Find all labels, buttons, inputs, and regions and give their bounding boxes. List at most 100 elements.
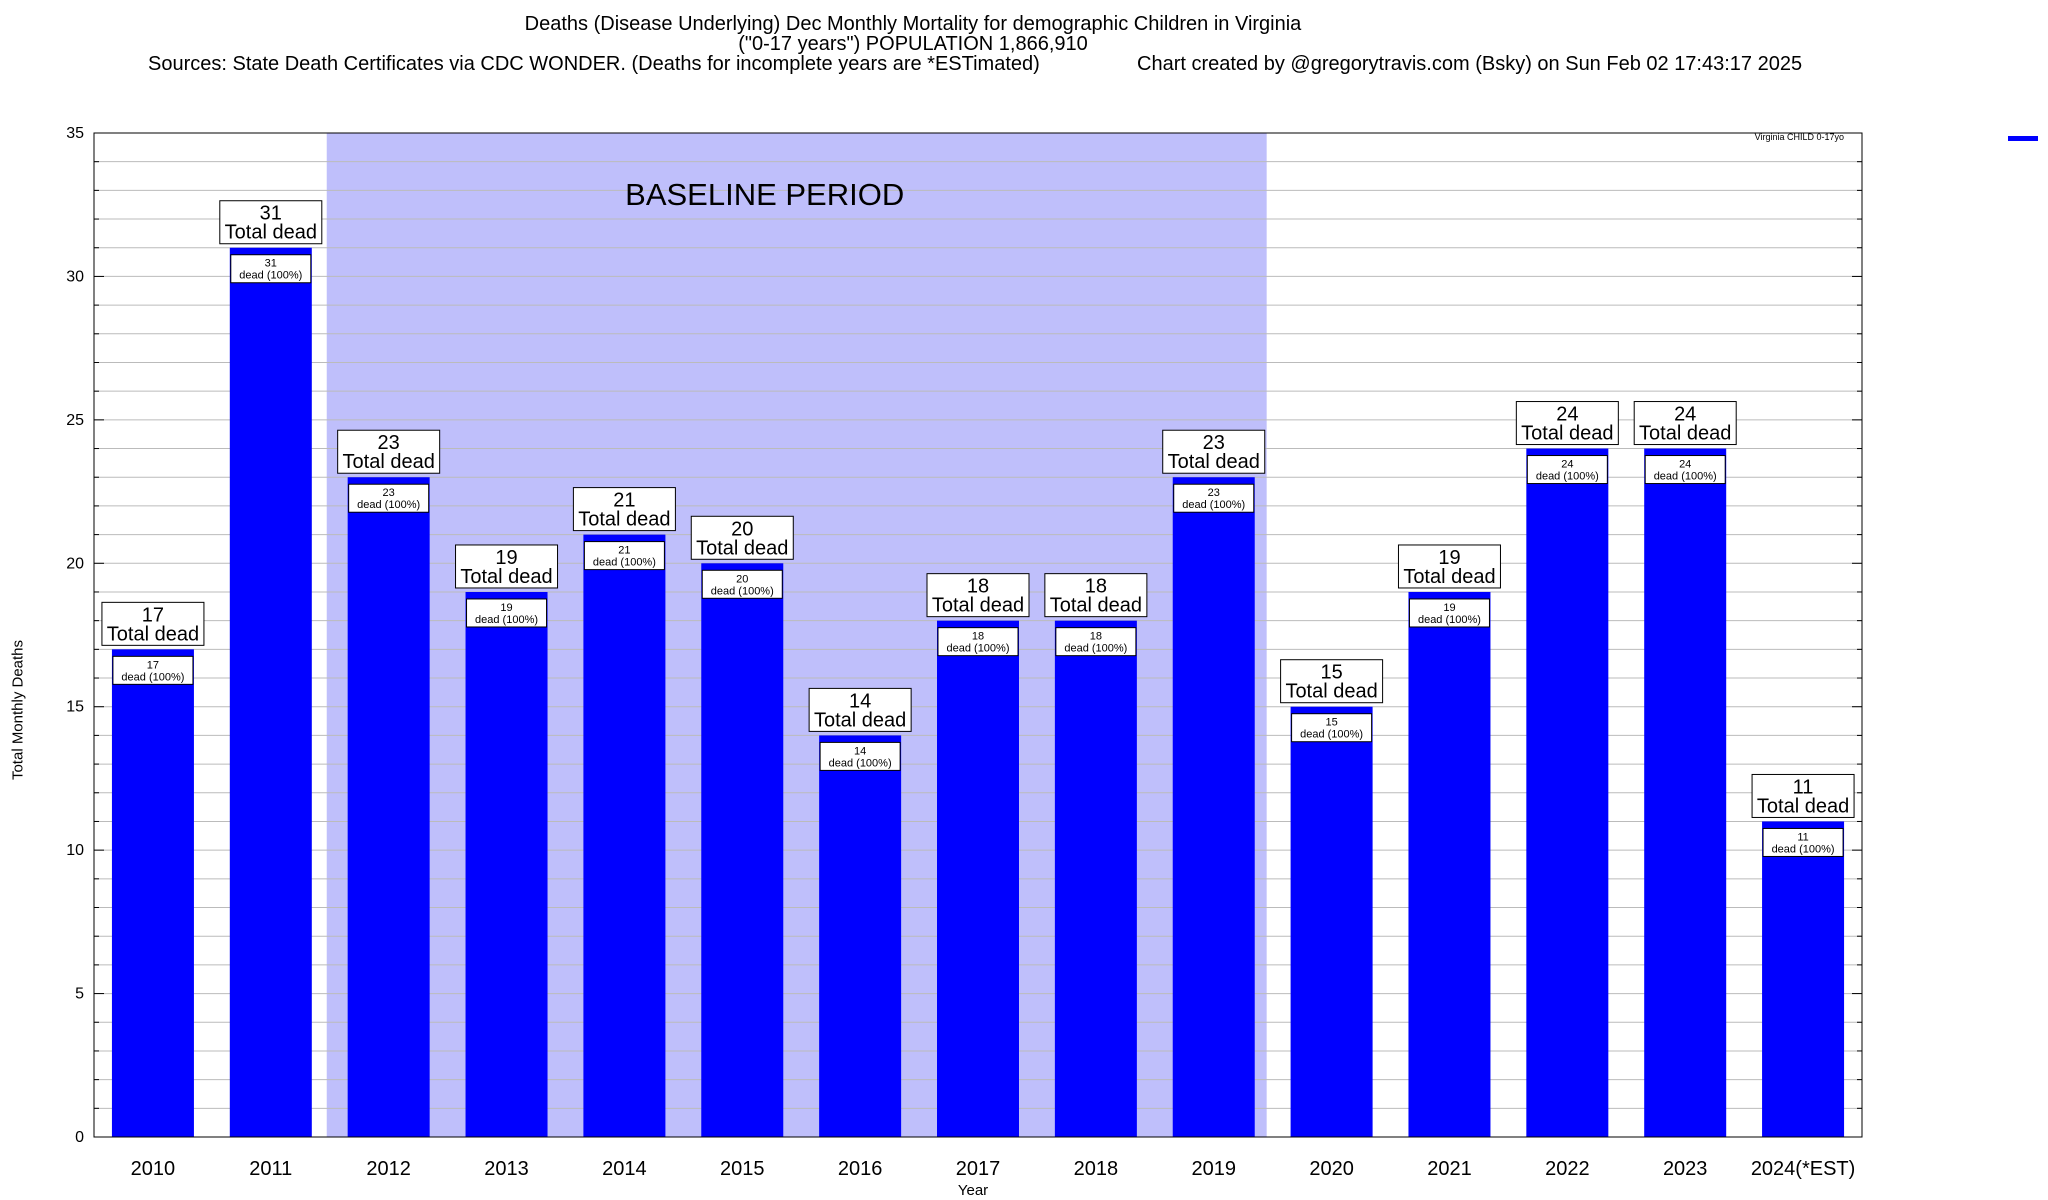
top-total-label: Total dead xyxy=(1285,681,1377,703)
inner-label-box xyxy=(1644,455,1726,485)
inner-percent-label: dead (100%) xyxy=(1536,471,1599,483)
top-total-label: Total dead xyxy=(1168,451,1260,473)
top-total-label: Total dead xyxy=(460,566,552,588)
top-label-box xyxy=(808,687,912,732)
y-tick-label: 10 xyxy=(66,842,84,859)
inner-percent-label: dead (100%) xyxy=(1418,614,1481,626)
top-value-label: 18 xyxy=(1085,576,1107,598)
y-tick-label: 25 xyxy=(66,412,84,429)
x-tick-label: 2021 xyxy=(1427,1158,1472,1180)
top-total-label: Total dead xyxy=(1639,423,1731,445)
inner-percent-label: dead (100%) xyxy=(475,614,538,626)
top-total-label: Total dead xyxy=(932,595,1024,617)
top-value-label: 14 xyxy=(849,690,871,712)
x-tick-label: 2023 xyxy=(1663,1158,1708,1180)
top-label-box xyxy=(572,487,676,532)
inner-value-label: 11 xyxy=(1797,831,1808,843)
chart-title: Deaths (Disease Underlying) Dec Monthly … xyxy=(524,13,1302,35)
bar xyxy=(937,620,1019,1137)
x-tick-label: 2015 xyxy=(720,1158,765,1180)
bar xyxy=(1054,620,1137,1137)
legend-swatch xyxy=(2008,136,2038,141)
top-total-label: Total dead xyxy=(814,709,906,731)
plot-frame xyxy=(93,132,1863,1138)
y-tick-label: 5 xyxy=(75,986,84,1003)
inner-percent-label: dead (100%) xyxy=(1772,843,1835,855)
bar xyxy=(229,247,312,1137)
inner-label-box xyxy=(583,541,665,571)
top-total-label: Total dead xyxy=(1050,595,1142,617)
top-total-label: Total dead xyxy=(343,451,435,473)
top-value-label: 18 xyxy=(967,576,989,598)
top-value-label: 24 xyxy=(1674,404,1696,426)
y-tick-label: 30 xyxy=(66,268,84,285)
top-value-label: 23 xyxy=(1203,432,1225,454)
top-label-box xyxy=(1515,401,1619,446)
top-total-label: Total dead xyxy=(1521,423,1613,445)
chart-subtitle: ("0-17 years") POPULATION 1,866,910 xyxy=(738,33,1088,55)
bar xyxy=(1290,706,1373,1137)
inner-label-box xyxy=(819,741,901,771)
inner-label-box xyxy=(230,254,312,284)
top-label-box xyxy=(690,515,794,560)
top-value-label: 15 xyxy=(1320,662,1342,684)
inner-label-box xyxy=(1762,827,1844,857)
inner-value-label: 20 xyxy=(736,573,748,585)
inner-percent-label: dead (100%) xyxy=(1064,643,1127,655)
chart-sources: Sources: State Death Certificates via CD… xyxy=(148,53,1040,75)
inner-value-label: 18 xyxy=(972,631,984,643)
top-value-label: 20 xyxy=(731,518,753,540)
inner-label-box xyxy=(1173,483,1255,513)
top-total-label: Total dead xyxy=(1403,566,1495,588)
chart-credit: Chart created by @gregorytravis.com (Bsk… xyxy=(1137,53,1803,75)
inner-value-label: 31 xyxy=(265,258,277,270)
bar xyxy=(701,563,784,1137)
top-value-label: 21 xyxy=(613,490,635,512)
top-total-label: Total dead xyxy=(107,623,199,645)
top-label-box xyxy=(101,601,205,646)
bar xyxy=(1762,821,1845,1137)
top-value-label: 17 xyxy=(142,604,164,626)
x-tick-label: 2010 xyxy=(131,1158,176,1180)
top-total-label: Total dead xyxy=(696,537,788,559)
top-value-label: 31 xyxy=(260,203,282,225)
inner-value-label: 15 xyxy=(1325,717,1337,729)
bar xyxy=(465,591,548,1137)
bar xyxy=(1408,591,1491,1137)
inner-label-box xyxy=(348,483,430,513)
inner-value-label: 19 xyxy=(500,602,512,614)
top-label-box xyxy=(1162,429,1266,474)
y-tick-label: 20 xyxy=(66,555,84,572)
inner-value-label: 19 xyxy=(1443,602,1455,614)
inner-label-box xyxy=(1526,455,1608,485)
y-tick-label: 15 xyxy=(66,699,84,716)
inner-value-label: 21 xyxy=(618,545,630,557)
x-tick-label: 2017 xyxy=(956,1158,1001,1180)
top-total-label: Total dead xyxy=(225,222,317,244)
inner-percent-label: dead (100%) xyxy=(239,270,302,282)
x-tick-label: 2019 xyxy=(1191,1158,1236,1180)
x-axis-label: Year xyxy=(957,1182,989,1199)
inner-label-box xyxy=(1408,598,1490,628)
inner-percent-label: dead (100%) xyxy=(711,585,774,597)
inner-percent-label: dead (100%) xyxy=(593,557,656,569)
top-total-label: Total dead xyxy=(1757,795,1849,817)
x-tick-label: 2016 xyxy=(838,1158,883,1180)
x-tick-label: 2018 xyxy=(1074,1158,1119,1180)
inner-label-box xyxy=(466,598,548,628)
inner-percent-label: dead (100%) xyxy=(947,643,1010,655)
top-label-box xyxy=(1044,573,1148,618)
top-label-box xyxy=(926,573,1030,618)
inner-value-label: 24 xyxy=(1679,459,1691,471)
inner-percent-label: dead (100%) xyxy=(1300,729,1363,741)
top-value-label: 24 xyxy=(1556,404,1578,426)
inner-percent-label: dead (100%) xyxy=(1182,499,1245,511)
top-value-label: 23 xyxy=(378,432,400,454)
top-label-box xyxy=(455,544,559,589)
inner-percent-label: dead (100%) xyxy=(829,757,892,769)
inner-value-label: 14 xyxy=(854,745,866,757)
x-tick-label: 2020 xyxy=(1309,1158,1354,1180)
inner-percent-label: dead (100%) xyxy=(121,671,184,683)
inner-value-label: 24 xyxy=(1561,459,1573,471)
bar xyxy=(1526,448,1609,1137)
